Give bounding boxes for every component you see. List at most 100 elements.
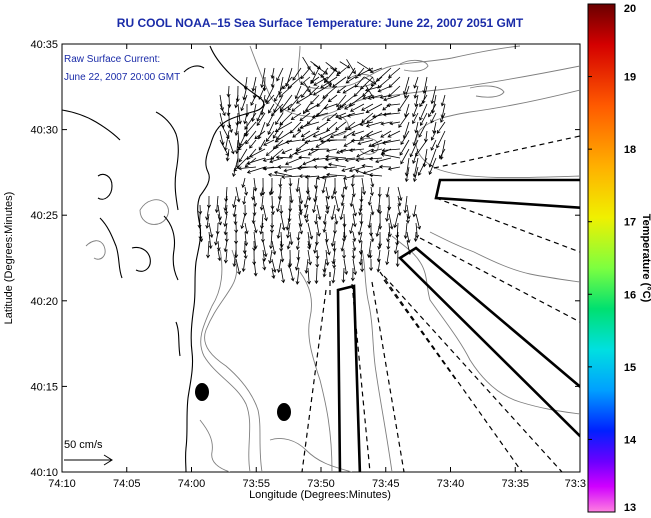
current-vector — [329, 130, 347, 139]
current-vector — [414, 94, 419, 108]
current-vector — [271, 258, 277, 273]
current-vector — [354, 76, 365, 88]
current-vector — [206, 240, 211, 259]
x-tick-label: 73:40 — [437, 478, 465, 490]
current-vector — [289, 231, 294, 246]
current-vector — [405, 213, 410, 224]
current-vector — [291, 103, 302, 112]
current-vector — [397, 186, 403, 202]
current-vector — [249, 139, 257, 149]
current-vector — [400, 130, 410, 146]
current-vector — [377, 76, 392, 89]
current-vector — [375, 67, 392, 82]
current-vector — [257, 121, 266, 140]
current-vector — [330, 186, 336, 200]
current-vector — [307, 249, 312, 266]
current-vector — [316, 121, 329, 130]
current-vector — [334, 157, 356, 162]
current-vector — [225, 148, 230, 162]
current-vector — [324, 157, 338, 162]
current-vector — [262, 204, 268, 222]
current-vector — [359, 121, 374, 127]
current-vector — [241, 258, 246, 273]
current-vector — [228, 121, 233, 133]
current-vector — [279, 204, 284, 215]
current-vector — [285, 213, 291, 231]
current-vector — [323, 165, 338, 170]
current-vector — [327, 162, 347, 168]
current-vector — [312, 157, 329, 162]
current-vector — [279, 103, 293, 113]
current-vector — [271, 240, 277, 256]
current-vector — [270, 148, 284, 160]
current-vector — [239, 130, 248, 147]
colorbar-tick-label: 17 — [624, 217, 636, 229]
current-vector — [259, 222, 264, 235]
current-vector — [295, 240, 300, 251]
current-vector — [298, 174, 311, 179]
current-vector — [315, 258, 320, 268]
current-vector — [358, 204, 363, 216]
current-vector — [254, 130, 266, 140]
current-vector — [304, 258, 309, 274]
current-vector — [418, 121, 428, 138]
current-vector — [415, 213, 421, 230]
current-vector — [235, 186, 241, 203]
current-vector — [243, 121, 257, 137]
current-vector — [365, 84, 375, 100]
current-vector — [268, 249, 273, 264]
current-vector — [216, 240, 221, 252]
current-vector — [214, 231, 219, 246]
current-vector — [387, 130, 401, 138]
current-vector — [270, 103, 284, 117]
current-vector — [267, 121, 275, 136]
current-vector — [238, 148, 248, 163]
current-vector — [356, 148, 374, 158]
current-vector — [235, 258, 241, 275]
current-vector — [336, 85, 347, 94]
current-vector — [276, 195, 282, 213]
current-vector — [300, 76, 311, 86]
current-vector — [314, 213, 319, 225]
current-vector — [312, 130, 329, 138]
current-vector — [339, 148, 356, 154]
current-vector — [440, 112, 446, 123]
current-vector — [295, 177, 300, 193]
colorbar-tick-label: 15 — [624, 362, 636, 374]
current-vector — [393, 240, 399, 255]
current-vector — [307, 186, 312, 201]
current-vector — [341, 267, 346, 284]
current-vector — [397, 204, 402, 216]
x-tick-label: 73:55 — [242, 478, 270, 490]
current-vector — [279, 112, 293, 126]
current-vector — [233, 213, 238, 226]
current-vector — [417, 157, 428, 176]
current-vector — [365, 130, 383, 138]
current-vector — [363, 76, 377, 85]
current-vector — [440, 94, 446, 107]
current-vector — [351, 130, 365, 137]
y-tick-label: 40:25 — [30, 210, 58, 222]
current-vector — [430, 130, 437, 141]
current-vector — [380, 152, 401, 159]
current-vector — [277, 164, 293, 169]
current-vector — [346, 112, 365, 118]
current-vector — [281, 174, 302, 179]
current-vector — [305, 213, 310, 223]
current-vector — [253, 222, 258, 234]
current-vector — [290, 112, 302, 121]
current-vector — [386, 103, 401, 108]
current-vector — [274, 139, 293, 149]
x-tick-label: 74:05 — [113, 478, 141, 490]
current-vector — [322, 213, 327, 225]
current-vector — [330, 231, 336, 247]
colorbar-label: Temperature (°C) — [640, 214, 651, 303]
current-vector — [286, 240, 291, 250]
current-vector — [428, 103, 437, 118]
current-vector — [234, 121, 239, 136]
current-vector — [439, 148, 446, 159]
current-vector — [393, 213, 399, 229]
current-vector — [298, 204, 303, 216]
current-vector — [259, 195, 264, 211]
current-vector — [376, 195, 381, 213]
